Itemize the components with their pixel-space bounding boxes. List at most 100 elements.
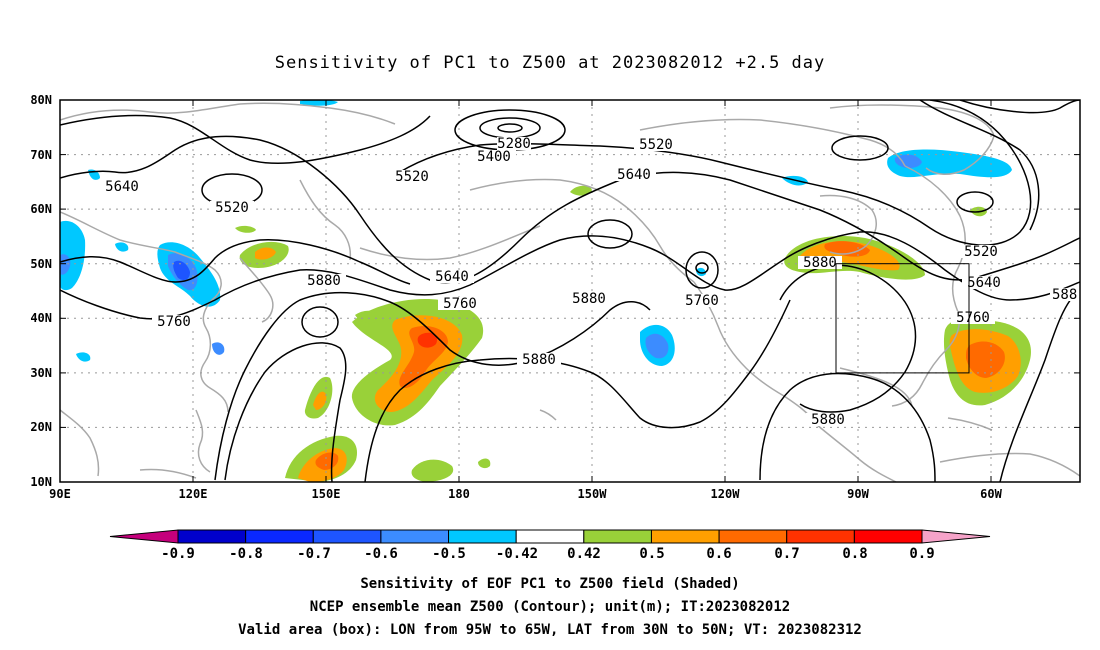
contour-5640-main bbox=[60, 135, 1080, 284]
lon-tick-label: 60W bbox=[980, 487, 1002, 501]
contour-label: 5640 bbox=[435, 269, 469, 285]
lon-tick-label: 150E bbox=[312, 487, 341, 501]
lon-tick-label: 180 bbox=[448, 487, 470, 501]
contour-label: 5640 bbox=[105, 179, 139, 195]
coastline-gulf bbox=[839, 367, 913, 407]
colorbar: -0.9 -0.8 -0.7 -0.6 -0.5 -0.42 0.42 0.5 … bbox=[109, 529, 991, 562]
contour-label: 588 bbox=[1052, 287, 1077, 303]
longitude-labels: 90E 120E 150E 180 150W 120W 90W 60W bbox=[49, 487, 1002, 501]
contour-label: 5400 bbox=[477, 149, 511, 165]
contour-label: 5760 bbox=[685, 293, 719, 309]
colorbar-label: 0.42 bbox=[567, 546, 601, 562]
contour-5880-central bbox=[364, 299, 791, 482]
lat-tick-label: 10N bbox=[30, 475, 52, 489]
contour-5760-upper bbox=[60, 238, 411, 285]
coastline-central-america bbox=[815, 423, 897, 482]
coastline-aleutians bbox=[359, 225, 541, 261]
contour-label: 5880 bbox=[572, 291, 606, 307]
contour-5760-main bbox=[60, 231, 1080, 320]
lat-tick-label: 60N bbox=[30, 202, 52, 216]
contour-5880-west-pacific-loop bbox=[301, 306, 339, 338]
contour-5880-west bbox=[214, 291, 651, 481]
negative-region-west-coast-small bbox=[696, 267, 706, 277]
contour-5640-east-loops bbox=[919, 100, 1040, 231]
contour-label: 5520 bbox=[964, 244, 998, 260]
colorbar-label: 0.8 bbox=[842, 546, 867, 562]
negative-region-arctic-small bbox=[300, 100, 338, 106]
caption-line-2: NCEP ensemble mean Z500 (Contour); unit(… bbox=[310, 599, 790, 615]
coastline-south-america bbox=[939, 452, 1080, 477]
contour-arctic-canada-loop bbox=[831, 135, 889, 161]
coastline-alaska bbox=[469, 178, 695, 283]
colorbar-label: 0.7 bbox=[774, 546, 799, 562]
positive-region-145e-orange bbox=[313, 391, 327, 410]
colorbar-label: -0.8 bbox=[229, 546, 263, 562]
lat-tick-label: 80N bbox=[30, 93, 52, 107]
contour-label: 5640 bbox=[967, 275, 1001, 291]
contour-label: 5640 bbox=[617, 167, 651, 183]
latitude-labels: 80N 70N 60N 50N 40N 30N 20N 10N bbox=[30, 93, 52, 489]
colorbar-swatch bbox=[177, 529, 247, 544]
colorbar-swatch bbox=[786, 529, 855, 544]
negative-region-central-pacific-inner bbox=[645, 333, 669, 359]
contour-5760-small-ring bbox=[695, 262, 709, 274]
lon-tick-label: 90W bbox=[847, 487, 869, 501]
lat-tick-label: 30N bbox=[30, 366, 52, 380]
caption: Sensitivity of EOF PC1 to Z500 field (Sh… bbox=[238, 576, 862, 638]
coastline-philippines bbox=[195, 409, 211, 473]
coastline-indochina bbox=[60, 409, 100, 477]
colorbar-swatch bbox=[853, 529, 923, 544]
coastline-caribbean bbox=[947, 417, 993, 431]
positive-region-east-asia-small bbox=[235, 225, 256, 233]
contour-label: 5760 bbox=[443, 296, 477, 312]
contour-5640-greenland-low bbox=[956, 191, 994, 213]
contour-5280-inner bbox=[497, 123, 523, 133]
contour-5760-west-pacific-loop bbox=[587, 219, 633, 249]
lat-tick-label: 20N bbox=[30, 420, 52, 434]
colorbar-max-arrow bbox=[921, 529, 991, 544]
lon-tick-label: 120E bbox=[179, 487, 208, 501]
contour-label: 5880 bbox=[811, 412, 845, 428]
positive-region-pacific-max bbox=[417, 332, 438, 348]
lon-tick-label: 90E bbox=[49, 487, 71, 501]
colorbar-label: 0.6 bbox=[706, 546, 731, 562]
coastline-west-north-america bbox=[693, 281, 817, 425]
negative-region-asia-small-2 bbox=[76, 352, 91, 362]
contour-label: 5520 bbox=[395, 169, 429, 185]
caption-line-1: Sensitivity of EOF PC1 to Z500 field (Sh… bbox=[360, 576, 739, 592]
negative-region-asia-small-3 bbox=[212, 342, 225, 355]
colorbar-label: -0.6 bbox=[364, 546, 398, 562]
contour-label: 5880 bbox=[803, 255, 837, 271]
positive-region-175w-dot bbox=[478, 458, 491, 469]
contour-label: 5760 bbox=[157, 314, 191, 330]
positive-region-alaska-small bbox=[570, 185, 592, 196]
tick-marks bbox=[60, 99, 1080, 483]
colorbar-swatch bbox=[583, 529, 652, 544]
colorbar-swatch bbox=[448, 529, 517, 544]
contour-5640-north bbox=[60, 114, 431, 165]
contour-label: 5520 bbox=[215, 200, 249, 216]
coastlines bbox=[60, 102, 1080, 482]
negative-region-northwest bbox=[60, 220, 86, 291]
coastline-hawaii bbox=[539, 409, 557, 421]
lat-tick-label: 40N bbox=[30, 311, 52, 325]
contour-5760-west-coast-ring bbox=[685, 251, 719, 289]
contour-5880-west-loop bbox=[224, 342, 347, 482]
colorbar-min-arrow bbox=[109, 529, 179, 544]
positive-region-160e-small bbox=[355, 310, 380, 324]
colorbar-swatch bbox=[380, 529, 450, 544]
lon-tick-label: 120W bbox=[711, 487, 741, 501]
coastline-japan bbox=[239, 257, 274, 323]
coastline-new-guinea bbox=[139, 468, 197, 479]
contour-label: 5520 bbox=[639, 137, 673, 153]
contour-label: 5280 bbox=[497, 136, 531, 152]
map-frame bbox=[59, 99, 1081, 483]
coastline-kamchatka bbox=[299, 179, 352, 261]
contour-labels: 5280 5400 5520 5520 5520 5520 5640 5640 … bbox=[105, 136, 1078, 428]
contour-label: 5760 bbox=[956, 310, 990, 326]
colorbar-label: -0.9 bbox=[161, 546, 195, 562]
figure-title: Sensitivity of PC1 to Z500 at 2023082012… bbox=[275, 53, 826, 73]
contour-5880-east bbox=[999, 289, 1080, 482]
colorbar-swatches bbox=[109, 529, 991, 544]
